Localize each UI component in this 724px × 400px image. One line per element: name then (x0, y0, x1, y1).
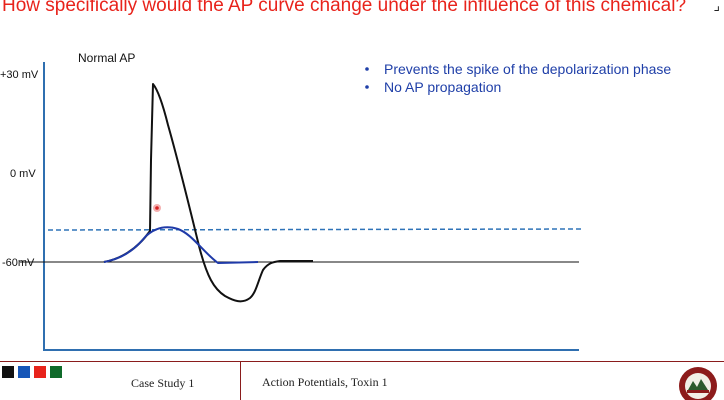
bullet-2: No AP propagation (384, 79, 501, 95)
footer-case-study: Case Study 1 (131, 376, 195, 390)
diagram-title: Normal AP (78, 51, 135, 65)
bullet-dot-1 (365, 67, 369, 71)
y-label-minus60: -60mV (2, 257, 35, 269)
y-label-plus30: +30 mV (0, 69, 39, 81)
bullet-1: Prevents the spike of the depolarization… (384, 61, 671, 77)
y-label-0: 0 mV (10, 168, 36, 180)
threshold-line (47, 228, 582, 231)
bullet-dot-2 (365, 85, 369, 89)
normal-ap-curve (103, 83, 313, 303)
ap-diagram: +30 mV 0 mV -60mV Normal AP Prevents the… (0, 51, 671, 351)
color-swatches (2, 366, 62, 378)
pointer-dot-core (155, 206, 159, 210)
footer-divider (240, 362, 241, 400)
corner-marker-icon: ⌟ (713, 0, 720, 13)
footer-topic: Action Potentials, Toxin 1 (262, 375, 388, 389)
toxin-ap-curve (103, 226, 259, 264)
swatch-blue (18, 366, 30, 378)
slide-question: How specifically would the AP curve chan… (2, 0, 687, 16)
footer-rule (0, 361, 724, 362)
swatch-green (50, 366, 62, 378)
university-seal-icon (679, 367, 717, 400)
swatch-red (34, 366, 46, 378)
swatch-black (2, 366, 14, 378)
